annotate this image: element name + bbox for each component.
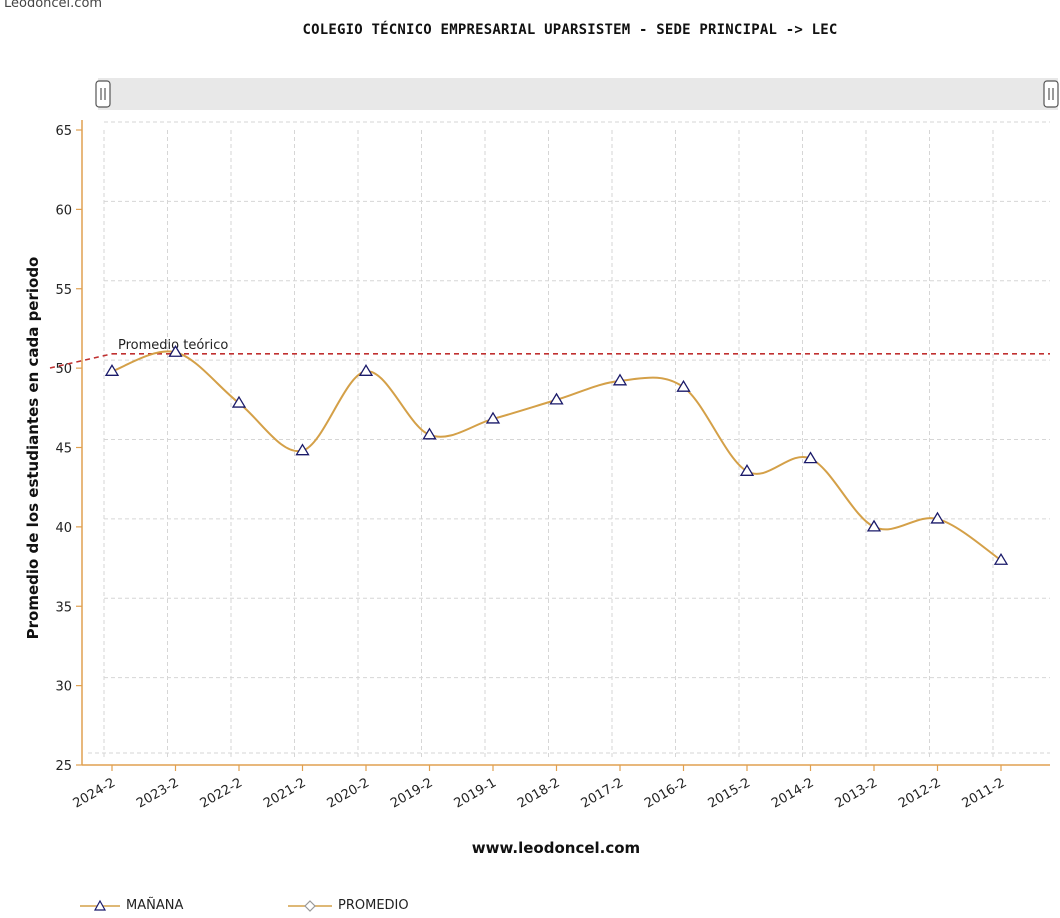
x-tick-label: 2020-2 xyxy=(325,775,372,811)
x-tick-label: 2013-2 xyxy=(833,775,880,811)
y-tick-label: 50 xyxy=(55,362,72,377)
data-point-marker xyxy=(358,364,374,376)
x-axis-label: www.leodoncel.com xyxy=(472,839,640,857)
data-point-marker xyxy=(485,411,501,424)
range-handle-left[interactable] xyxy=(95,80,111,108)
data-point-marker xyxy=(104,364,120,376)
x-tick-label: 2014-2 xyxy=(769,775,816,811)
data-point-marker xyxy=(422,427,437,440)
legend-item-promedio[interactable]: PROMEDIO xyxy=(288,898,409,913)
axes xyxy=(76,120,1050,771)
x-tick-label: 2019-1 xyxy=(452,775,499,811)
data-point-marker xyxy=(612,373,628,386)
data-point-marker xyxy=(803,451,818,464)
data-point-marker xyxy=(739,464,755,476)
data-point-marker xyxy=(676,379,691,392)
x-tick-label: 2024-2 xyxy=(71,775,118,811)
legend: MAÑANA PROMEDIO xyxy=(0,898,1060,918)
y-tick-label: 25 xyxy=(55,759,72,774)
legend-label-manana: MAÑANA xyxy=(126,898,184,913)
data-point-marker xyxy=(866,519,882,532)
x-tick-label: 2023-2 xyxy=(134,775,181,811)
x-tick-label: 2019-2 xyxy=(388,775,435,811)
series-line-manana xyxy=(111,350,1002,562)
x-tick-label: 2016-2 xyxy=(642,775,689,811)
y-tick-label: 35 xyxy=(55,600,72,615)
reference-line-group: Promedio teórico xyxy=(49,338,1050,369)
data-point-marker xyxy=(295,443,310,456)
y-tick-label: 30 xyxy=(55,680,72,695)
watermark: Leodoncel.com xyxy=(4,0,103,11)
grid xyxy=(103,121,1050,759)
x-tick-label: 2015-2 xyxy=(706,775,753,811)
y-tick-label: 40 xyxy=(55,521,72,536)
x-ticks: 2024-2 2023-2 2022-2 2021-2 2020-2 2019-2 2019… xyxy=(71,775,1007,811)
x-tick-label: 2018-2 xyxy=(515,775,562,811)
y-tick-label: 60 xyxy=(55,203,72,218)
x-tick-label: 2012-2 xyxy=(896,775,943,811)
diamond-marker-icon xyxy=(288,899,332,912)
range-handle-right[interactable] xyxy=(1043,80,1059,108)
x-tick-label: 2021-2 xyxy=(261,775,308,811)
legend-label-promedio: PROMEDIO xyxy=(338,898,409,913)
range-scrollbar[interactable] xyxy=(98,78,1058,110)
y-tick-label: 45 xyxy=(55,442,72,457)
data-point-marker xyxy=(930,511,945,524)
data-point-marker xyxy=(549,392,564,405)
data-point-marker xyxy=(231,395,247,408)
triangle-marker-icon xyxy=(80,899,120,911)
x-tick-label: 2022-2 xyxy=(198,775,245,811)
data-point-marker xyxy=(168,344,183,357)
y-tick-label: 55 xyxy=(55,283,72,298)
series-group xyxy=(104,344,1009,565)
y-ticks: 25 30 35 40 45 50 55 60 65 xyxy=(55,124,72,774)
y-axis-label: Promedio de los estudiantes en cada peri… xyxy=(24,257,42,640)
chart-title: COLEGIO TÉCNICO EMPRESARIAL UPARSISTEM -… xyxy=(302,22,838,38)
reference-line-lead xyxy=(49,353,113,369)
y-tick-label: 65 xyxy=(55,124,72,139)
reference-line-label: Promedio teórico xyxy=(118,338,228,353)
data-point-marker xyxy=(993,552,1009,565)
x-tick-label: 2017-2 xyxy=(579,775,626,811)
x-tick-label: 2011-2 xyxy=(960,775,1007,811)
legend-item-manana[interactable]: MAÑANA xyxy=(80,898,183,913)
